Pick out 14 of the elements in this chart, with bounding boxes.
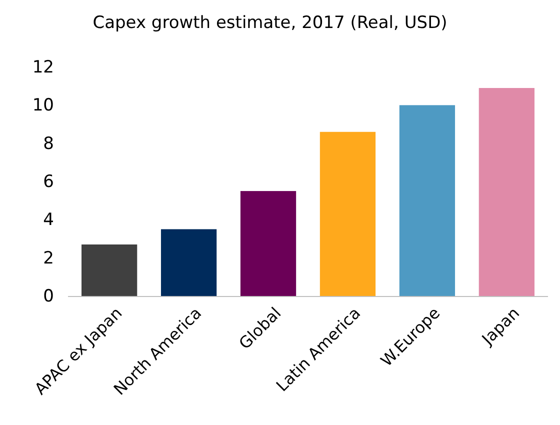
bar: [240, 191, 296, 296]
y-tick-label: 4: [43, 210, 54, 230]
y-tick-label: 0: [43, 286, 54, 306]
y-tick-label: 12: [32, 57, 54, 78]
bar: [478, 88, 534, 296]
y-tick-label: 2: [43, 248, 54, 268]
y-tick-label: 10: [32, 96, 54, 116]
bar: [160, 229, 217, 296]
y-tick-label: 8: [43, 134, 54, 154]
y-tick-label: 6: [43, 172, 54, 192]
chart-title: Capex growth estimate, 2017 (Real, USD): [92, 13, 448, 33]
bar: [82, 244, 138, 296]
bar: [399, 105, 456, 296]
bar: [320, 132, 376, 296]
